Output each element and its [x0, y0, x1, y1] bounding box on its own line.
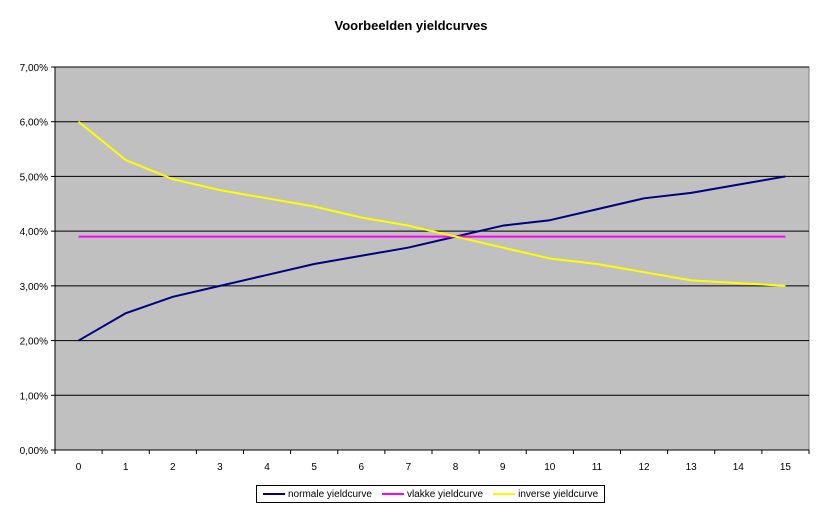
- x-tick-label: 1: [123, 462, 129, 473]
- legend-swatch: [263, 493, 285, 495]
- x-tick-label: 15: [780, 462, 792, 473]
- legend-label: vlakke yieldcurve: [406, 488, 484, 500]
- series-line-2: [77, 120, 786, 287]
- y-tick-label: 4,00%: [20, 227, 48, 238]
- series-lines: [77, 120, 786, 342]
- y-tick-label: 7,00%: [20, 63, 48, 74]
- x-tick-label: 5: [311, 462, 317, 473]
- y-tick-label: 3,00%: [20, 282, 48, 293]
- x-tick-label: 2: [170, 462, 176, 473]
- x-tick-label: 7: [406, 462, 412, 473]
- x-tick-label: 12: [639, 462, 651, 473]
- x-tick-label: 6: [359, 462, 365, 473]
- x-tick-label: 11: [592, 462, 603, 473]
- legend-item: inverse yieldcurve: [493, 489, 598, 500]
- y-tick-label: 2,00%: [20, 337, 48, 348]
- x-tick-label: 8: [453, 462, 459, 473]
- y-tick-label: 5,00%: [20, 172, 48, 183]
- x-tick-label: 13: [686, 462, 698, 473]
- legend-item: vlakke yieldcurve: [381, 488, 484, 500]
- plot-area: [54, 66, 810, 451]
- legend-label: normale yieldcurve: [288, 488, 372, 500]
- legend-item: normale yieldcurve: [263, 489, 372, 500]
- x-tick-label: 3: [217, 462, 223, 473]
- legend: normale yieldcurve vlakke yieldcurve inver…: [256, 485, 606, 503]
- y-tick-label: 1,00%: [20, 391, 48, 402]
- x-axis: 0 1 2 3 4 5 6 7 8 9 10 11 12 13 14 15: [54, 67, 810, 473]
- x-tick-label: 14: [733, 462, 745, 473]
- x-tick-label: 0: [76, 462, 82, 473]
- legend-swatch: [493, 493, 516, 495]
- x-tick-label: 4: [264, 462, 270, 473]
- y-axis: 0,00% 1,00% 2,00% 3,00% 4,00% 5,00% 6,00% 7,00%: [20, 63, 55, 457]
- legend-swatch: [381, 493, 404, 495]
- y-tick-label: 6,00%: [20, 118, 48, 129]
- series-line-0: [78, 175, 786, 342]
- x-tick-label: 10: [544, 462, 556, 473]
- y-tick-label: 0,00%: [20, 446, 48, 457]
- chart-title: Voorbeelden yieldcurves: [334, 18, 488, 33]
- legend-label: inverse yieldcurve: [518, 488, 599, 500]
- x-tick-label: 9: [500, 462, 506, 473]
